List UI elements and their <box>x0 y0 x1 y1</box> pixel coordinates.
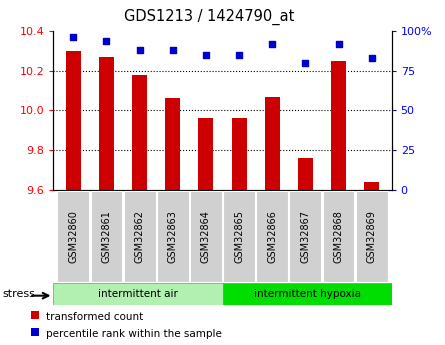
Point <box>136 47 143 53</box>
Bar <box>298 158 313 345</box>
Bar <box>331 61 346 345</box>
Text: GSM32867: GSM32867 <box>300 210 311 263</box>
Bar <box>132 75 147 345</box>
Text: GSM32863: GSM32863 <box>168 210 178 263</box>
Text: stress: stress <box>2 289 35 299</box>
FancyBboxPatch shape <box>90 191 122 282</box>
Bar <box>53 283 222 305</box>
FancyBboxPatch shape <box>57 191 89 282</box>
Point <box>169 47 176 53</box>
FancyBboxPatch shape <box>190 191 222 282</box>
Text: GSM32864: GSM32864 <box>201 210 211 263</box>
Point <box>368 55 375 61</box>
Text: GSM32866: GSM32866 <box>267 210 277 263</box>
Text: GSM32861: GSM32861 <box>101 210 111 263</box>
Point <box>302 60 309 66</box>
Text: GSM32869: GSM32869 <box>367 210 377 263</box>
Text: GDS1213 / 1424790_at: GDS1213 / 1424790_at <box>124 9 294 25</box>
Bar <box>364 182 379 345</box>
Text: GSM32860: GSM32860 <box>68 210 78 263</box>
Point <box>70 34 77 40</box>
Bar <box>231 118 247 345</box>
Point <box>335 41 342 47</box>
Point <box>103 38 110 43</box>
Bar <box>222 283 392 305</box>
Text: GSM32868: GSM32868 <box>334 210 344 263</box>
Point <box>269 41 276 47</box>
Bar <box>198 118 214 345</box>
Text: intermittent hypoxia: intermittent hypoxia <box>254 289 360 299</box>
Bar <box>165 99 180 345</box>
Text: intermittent air: intermittent air <box>98 289 178 299</box>
FancyBboxPatch shape <box>157 191 189 282</box>
Text: GSM32865: GSM32865 <box>234 210 244 263</box>
FancyBboxPatch shape <box>223 191 255 282</box>
Bar <box>265 97 280 345</box>
FancyBboxPatch shape <box>256 191 288 282</box>
Text: GSM32862: GSM32862 <box>134 210 145 263</box>
Text: percentile rank within the sample: percentile rank within the sample <box>46 329 222 339</box>
FancyBboxPatch shape <box>124 191 155 282</box>
Point <box>235 52 243 58</box>
Bar <box>99 57 114 345</box>
FancyBboxPatch shape <box>290 191 321 282</box>
Point <box>202 52 210 58</box>
Text: transformed count: transformed count <box>46 312 143 322</box>
FancyBboxPatch shape <box>356 191 388 282</box>
Bar <box>66 51 81 345</box>
FancyBboxPatch shape <box>323 191 355 282</box>
